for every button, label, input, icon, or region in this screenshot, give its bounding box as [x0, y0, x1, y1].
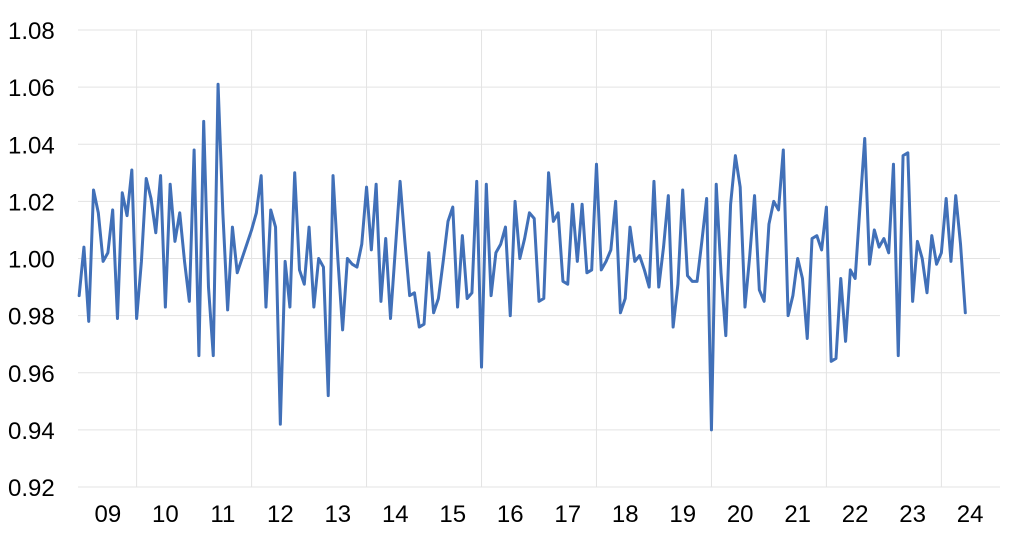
x-tick-label: 15: [439, 501, 466, 528]
x-axis-tick-labels: 09 10 11 12 13 14 15 16 17 18 19 20 21 22 23 24: [95, 501, 984, 528]
y-axis-tick-labels: 0.92 0.94 0.96 0.98 1.00 1.02 1.04 1.06 1.08: [8, 18, 55, 502]
y-tick-label: 0.96: [8, 361, 55, 388]
chart-gridlines: [78, 29, 1000, 488]
x-tick-label: 14: [382, 501, 409, 528]
x-tick-label: 17: [554, 501, 581, 528]
x-tick-label: 23: [899, 501, 926, 528]
chart-series: [77, 82, 967, 432]
x-tick-label: 11: [210, 501, 235, 528]
y-tick-label: 1.04: [8, 132, 55, 159]
y-tick-label: 0.92: [8, 475, 55, 502]
y-tick-label: 0.94: [8, 418, 55, 445]
x-tick-label: 10: [152, 501, 179, 528]
y-tick-label: 1.02: [8, 189, 55, 216]
y-tick-label: 1.00: [8, 247, 55, 274]
x-tick-label: 12: [267, 501, 294, 528]
x-tick-label: 21: [784, 501, 811, 528]
series-line: [77, 82, 967, 432]
x-tick-label: 18: [612, 501, 639, 528]
x-tick-label: 13: [324, 501, 351, 528]
x-tick-label: 24: [957, 501, 984, 528]
y-tick-label: 1.06: [8, 75, 55, 102]
x-tick-label: 09: [95, 501, 122, 528]
x-tick-label: 19: [669, 501, 696, 528]
x-tick-label: 22: [842, 501, 869, 528]
x-tick-label: 16: [497, 501, 524, 528]
y-tick-label: 0.98: [8, 304, 55, 331]
x-tick-label: 20: [727, 501, 754, 528]
y-tick-label: 1.08: [8, 18, 55, 45]
